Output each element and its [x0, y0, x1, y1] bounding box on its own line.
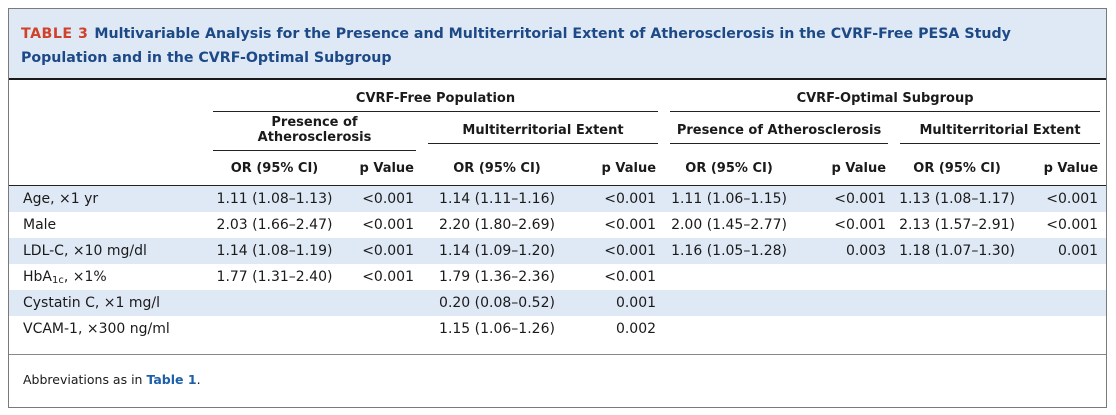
cell-p: <0.001 [362, 217, 414, 233]
cell-p [794, 290, 895, 316]
table-row: HbA1c, ×1% 1.77 (1.31–2.40) <0.001 1.79 … [9, 264, 1106, 290]
col-or-4: OR (95% CI) [894, 151, 1021, 186]
row-label: VCAM-1, ×300 ng/ml [23, 321, 170, 337]
col-p-3: p Value [794, 151, 895, 186]
group-header-row: CVRF-Free Population CVRF-Optimal Subgro… [9, 87, 1106, 115]
cell-or [894, 290, 1021, 316]
cell-or: 1.14 (1.11–1.16) [422, 185, 572, 212]
cell-p: <0.001 [1046, 217, 1099, 233]
cell-or: 1.14 (1.08–1.19) [207, 238, 342, 264]
cell-p [1020, 316, 1106, 342]
table-row: LDL-C, ×10 mg/dl 1.14 (1.08–1.19) <0.001… [9, 238, 1107, 264]
subgroup-header-1: Presence of Atherosclerosis [207, 115, 422, 151]
cell-p [342, 316, 422, 342]
cell-p [1020, 290, 1107, 316]
table-label: TABLE 3 [21, 26, 89, 42]
subgroup-header-2: Multiterritorial Extent [422, 115, 664, 151]
row-label: Male [23, 217, 57, 233]
table-title: TABLE 3 Multivariable Analysis for the Pr… [21, 22, 1094, 70]
cell-or [664, 290, 795, 316]
table-title-text: Multivariable Analysis for the Presence … [21, 26, 1011, 66]
col-or-3: OR (95% CI) [664, 151, 795, 186]
col-p-1: p Value [342, 151, 422, 186]
row-label: LDL-C, ×10 mg/dl [9, 238, 207, 264]
table-frame: TABLE 3 Multivariable Analysis for the Pr… [8, 8, 1107, 408]
subgroup-header-4: Multiterritorial Extent [894, 115, 1106, 151]
subgroup-header-row: Presence of Atherosclerosis Multiterrito… [9, 115, 1106, 151]
col-or-2: OR (95% CI) [422, 151, 572, 186]
table-row: Cystatin C, ×1 mg/l 0.20 (0.08–0.52) 0.0… [9, 290, 1107, 316]
cell-or [207, 290, 342, 316]
table-row: Male 2.03 (1.66–2.47) <0.001 2.20 (1.80–… [9, 212, 1106, 238]
cell-p [1020, 264, 1106, 290]
cell-or: 1.11 (1.08–1.13) [207, 185, 342, 212]
cell-p [794, 316, 894, 342]
column-header-row: OR (95% CI) p Value OR (95% CI) p Value … [9, 151, 1107, 186]
cell-p: <0.001 [362, 269, 414, 285]
cell-or [664, 316, 794, 342]
cell-p: 0.001 [572, 290, 665, 316]
cell-p [342, 290, 422, 316]
cell-or: 1.15 (1.06–1.26) [439, 321, 555, 337]
col-or-1: OR (95% CI) [207, 151, 342, 186]
cell-or [894, 264, 1020, 290]
cell-p: 0.001 [1020, 238, 1107, 264]
cell-or: 1.79 (1.36–2.36) [439, 269, 555, 285]
cell-or: 1.11 (1.06–1.15) [664, 185, 795, 212]
cell-or: 2.03 (1.66–2.47) [216, 217, 333, 233]
subgroup-header-3: Presence of Atherosclerosis [664, 115, 894, 151]
cell-or [894, 316, 1020, 342]
cell-p: <0.001 [604, 269, 657, 285]
row-label: HbA1c, ×1% [23, 268, 107, 286]
data-table: CVRF-Free Population CVRF-Optimal Subgro… [9, 87, 1107, 342]
cell-p: <0.001 [794, 185, 895, 212]
cell-p: <0.001 [342, 185, 422, 212]
cell-p [794, 264, 894, 290]
cell-or: 1.16 (1.05–1.28) [664, 238, 795, 264]
cell-p: <0.001 [1020, 185, 1107, 212]
row-label: Age, ×1 yr [9, 185, 207, 212]
group-header-cvrf-free: CVRF-Free Population [207, 87, 664, 115]
cell-or: 2.00 (1.45–2.77) [671, 217, 787, 233]
cell-or: 1.13 (1.08–1.17) [894, 185, 1021, 212]
cell-p: <0.001 [342, 238, 422, 264]
table-row: Age, ×1 yr 1.11 (1.08–1.13) <0.001 1.14 … [9, 185, 1107, 212]
cell-p: <0.001 [834, 217, 887, 233]
cell-p: 0.003 [794, 238, 895, 264]
table-1-link[interactable]: Table 1 [146, 372, 197, 387]
cell-or: 0.20 (0.08–0.52) [422, 290, 572, 316]
cell-p: 0.002 [615, 321, 657, 337]
cell-p: <0.001 [572, 185, 665, 212]
cell-or: 1.18 (1.07–1.30) [894, 238, 1021, 264]
cell-or [664, 264, 794, 290]
table-title-bar: TABLE 3 Multivariable Analysis for the Pr… [9, 9, 1106, 80]
footnote-divider [9, 354, 1106, 355]
table-row: VCAM-1, ×300 ng/ml 1.15 (1.06–1.26) 0.00… [9, 316, 1106, 342]
cell-or: 2.20 (1.80–2.69) [439, 217, 555, 233]
group-header-cvrf-optimal: CVRF-Optimal Subgroup [664, 87, 1106, 115]
cell-p: <0.001 [604, 217, 657, 233]
col-p-2: p Value [572, 151, 665, 186]
cell-or: 2.13 (1.57–2.91) [899, 217, 1015, 233]
col-p-4: p Value [1020, 151, 1107, 186]
cell-p: <0.001 [572, 238, 665, 264]
table-footnote: Abbreviations as in Table 1. [23, 372, 201, 387]
cell-or: 1.14 (1.09–1.20) [422, 238, 572, 264]
cell-or [207, 316, 342, 342]
row-label: Cystatin C, ×1 mg/l [9, 290, 207, 316]
cell-or: 1.77 (1.31–2.40) [216, 269, 333, 285]
